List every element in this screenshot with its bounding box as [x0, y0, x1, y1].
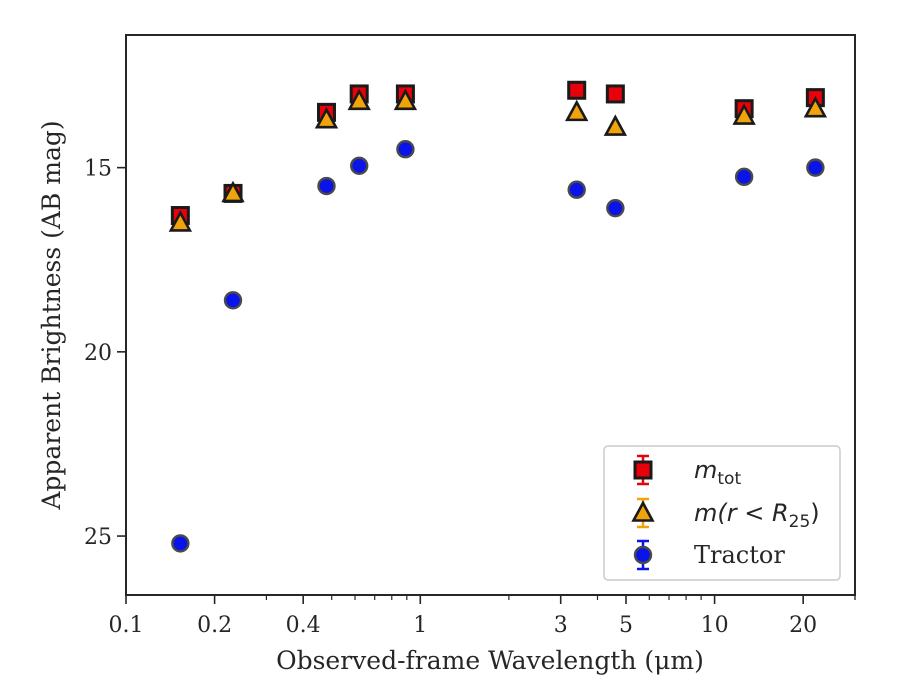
series-square: [170, 80, 825, 226]
legend-label: mtot: [694, 456, 741, 489]
circle-point: [806, 158, 825, 177]
data-layer: [168, 80, 828, 553]
legend: mtot m(r < R25) Tractor: [603, 445, 841, 581]
x-tick-label: 0.4: [286, 613, 321, 638]
triangle-point: [314, 107, 339, 129]
legend-label: m(r < R25): [694, 499, 820, 532]
x-tick-label: 1: [413, 613, 427, 638]
circle-point: [223, 291, 243, 310]
square-point: [567, 80, 587, 100]
y-axis-label: Apparent Brightness (AB mag): [37, 120, 66, 510]
legend-box: [603, 445, 841, 581]
y-tick-label: 15: [84, 157, 112, 182]
triangle-point: [565, 99, 589, 122]
x-tick-label: 0.2: [197, 613, 232, 638]
legend-marker: [631, 500, 655, 522]
circle-point: [396, 140, 415, 159]
triangle-point: [732, 103, 756, 125]
triangle-point: [603, 114, 628, 136]
y-axis: 15 20 25: [84, 157, 126, 550]
circle-point: [606, 198, 625, 218]
x-tick-label: 0.1: [109, 613, 144, 638]
legend-marker: [633, 545, 653, 565]
circle-point: [171, 534, 190, 553]
plot-frame: [125, 34, 856, 596]
triangle-point: [803, 95, 828, 118]
circle-point: [734, 167, 754, 187]
triangle-point: [347, 88, 371, 111]
circle-point: [349, 156, 369, 175]
y-tick-label: 25: [84, 525, 112, 550]
triangle-point: [168, 210, 193, 232]
series-circle: [171, 140, 825, 553]
x-axis: 0.1 0.2 0.4 1 3 5 10 20: [109, 595, 856, 638]
circle-point: [317, 176, 336, 196]
series-triangle: [168, 88, 828, 232]
triangle-point: [221, 180, 245, 203]
circle-point: [567, 180, 586, 199]
x-tick-label: 5: [619, 613, 633, 638]
legend-label: Tractor: [694, 541, 785, 569]
x-axis-label: Observed-frame Wavelength (μm): [276, 646, 704, 675]
square-point: [605, 84, 625, 104]
x-tick-label: 3: [554, 613, 568, 638]
x-tick-label: 10: [701, 613, 729, 638]
triangle-point: [393, 88, 418, 111]
x-tick-label: 20: [789, 613, 817, 638]
y-tick-label: 20: [84, 341, 112, 366]
legend-marker: [633, 460, 653, 480]
